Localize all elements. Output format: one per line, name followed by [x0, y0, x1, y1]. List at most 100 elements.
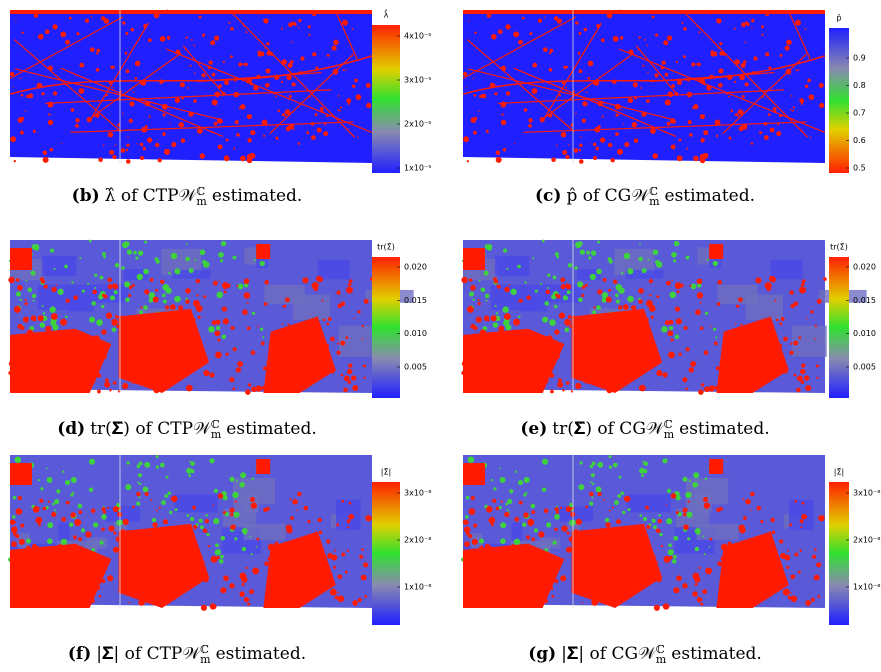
- red-pixels: [347, 368, 353, 375]
- green-pixels: [465, 495, 470, 500]
- red-pixels: [242, 309, 248, 316]
- green-pixels: [554, 514, 560, 520]
- red-pixels: [173, 563, 180, 570]
- field-boundary: [13, 39, 122, 133]
- green-pixels: [708, 546, 711, 548]
- red-pixels: [196, 553, 203, 561]
- red-pixels: [41, 92, 45, 96]
- green-pixels: [124, 281, 131, 288]
- red-pixels: [32, 372, 38, 378]
- caption-label: (g): [528, 644, 557, 664]
- red-pixels: [187, 358, 192, 364]
- red-pixels: [602, 588, 605, 592]
- red-pixels: [144, 125, 148, 128]
- green-pixels: [478, 538, 485, 544]
- red-pixels: [755, 575, 758, 578]
- red-pixels: [622, 589, 628, 595]
- red-pixels: [760, 519, 764, 524]
- red-pixels: [179, 315, 185, 321]
- green-pixels: [567, 263, 573, 268]
- red-pixels: [32, 506, 40, 513]
- green-pixels: [62, 470, 65, 473]
- red-pixels: [73, 295, 78, 300]
- red-pixels: [473, 93, 477, 97]
- red-pixels: [274, 330, 278, 334]
- red-pixels: [365, 514, 372, 522]
- red-pixels: [324, 343, 329, 349]
- red-pixels: [305, 536, 312, 542]
- red-pixels: [250, 130, 256, 136]
- green-pixels: [111, 327, 117, 333]
- red-pixels: [670, 144, 676, 150]
- red-pixels: [519, 583, 527, 591]
- red-pixels: [764, 135, 769, 140]
- caption-label: (c): [534, 186, 562, 206]
- red-pixels: [293, 128, 295, 131]
- red-pixels: [79, 580, 83, 584]
- red-pixels: [112, 155, 117, 160]
- red-pixels: [759, 375, 764, 381]
- red-pixels: [234, 500, 237, 503]
- green-pixels: [126, 461, 130, 465]
- red-pixels: [488, 516, 496, 524]
- red-pixels: [613, 341, 617, 344]
- red-pixels: [548, 574, 553, 579]
- red-pixels: [786, 39, 792, 46]
- field-patch: [256, 250, 269, 268]
- caption-subscript: m: [210, 427, 222, 441]
- red-pixels: [558, 378, 562, 383]
- red-pixels: [758, 339, 764, 346]
- green-pixels: [174, 295, 181, 303]
- red-pixels: [733, 80, 737, 83]
- red-pixels: [90, 598, 95, 604]
- red-pixels: [260, 341, 265, 346]
- red-pixels: [663, 555, 671, 563]
- red-pixels: [305, 339, 311, 346]
- red-pixels: [247, 138, 252, 143]
- red-pixels: [244, 62, 248, 67]
- red-pixels: [676, 290, 680, 294]
- green-pixels: [42, 312, 46, 315]
- red-pixels: [471, 353, 477, 360]
- green-pixels: [91, 301, 96, 306]
- red-pixels: [160, 279, 165, 284]
- green-pixels: [493, 487, 497, 491]
- red-pixels: [347, 380, 352, 384]
- green-pixels: [101, 514, 107, 520]
- red-pixels: [94, 113, 100, 118]
- red-pixels: [136, 567, 143, 575]
- red-pixels: [266, 51, 271, 56]
- red-pixels: [810, 310, 814, 314]
- red-pixels: [124, 51, 128, 55]
- red-pixels: [505, 91, 511, 96]
- green-pixels: [601, 292, 609, 299]
- green-pixels: [492, 322, 499, 328]
- red-pixels: [687, 120, 692, 125]
- green-pixels: [25, 538, 32, 544]
- red-pixels: [39, 498, 44, 503]
- red-pixels: [688, 367, 695, 373]
- red-pixels: [221, 282, 229, 289]
- red-pixels: [128, 285, 133, 290]
- green-pixels: [190, 469, 195, 474]
- green-pixels: [643, 469, 648, 474]
- red-pixels: [353, 600, 358, 605]
- red-pixels: [520, 378, 524, 383]
- red-pixels: [182, 526, 185, 529]
- red-pixels: [700, 383, 705, 387]
- red-pixels: [646, 525, 651, 530]
- red-pixels: [518, 500, 523, 505]
- red-pixels: [782, 588, 790, 596]
- red-pixels: [605, 296, 612, 303]
- colorbar-tick-label: 2x10⁻⁸: [853, 536, 880, 545]
- red-pixels: [66, 583, 74, 591]
- caption-suffix: estimated.: [215, 644, 307, 664]
- red-pixels: [274, 74, 280, 80]
- red-pixels: [474, 31, 477, 34]
- red-pixels: [807, 78, 811, 83]
- colorbar: [372, 482, 400, 625]
- red-pixels: [598, 596, 601, 600]
